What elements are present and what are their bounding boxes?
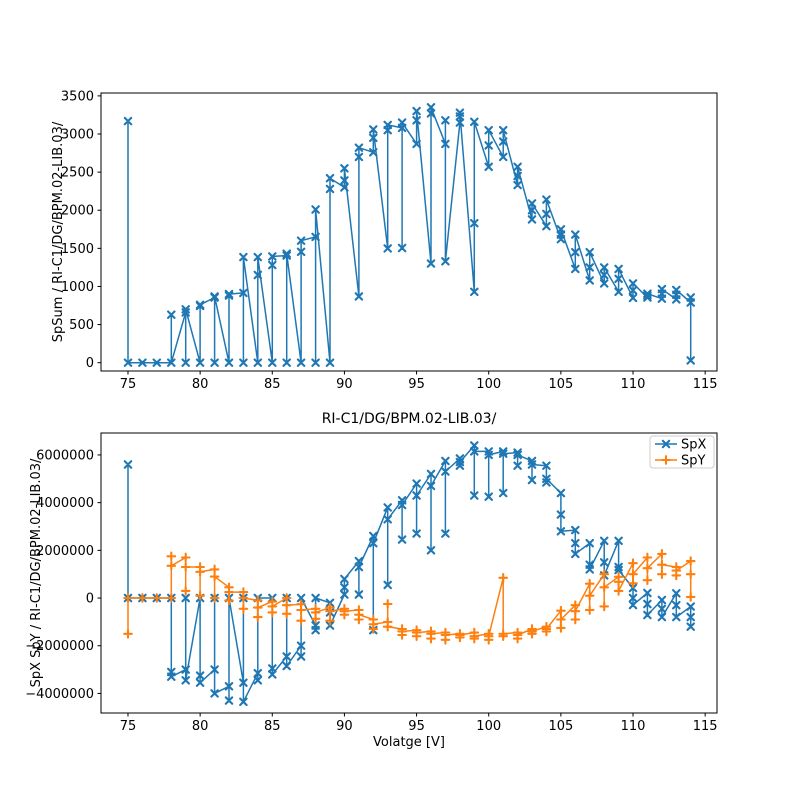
x-tick-label: 75 <box>120 719 137 734</box>
x-tick-label: 95 <box>408 719 425 734</box>
x-tick-label: 115 <box>693 719 718 734</box>
y-tick-label: 4000000 <box>36 496 94 511</box>
x-tick-label: 85 <box>264 719 281 734</box>
y-tick-label: 3000 <box>61 128 94 143</box>
bottom-chart-y-axis-label: SpX SpY / RI-C1/DG/BPM.02-LIB.03/ <box>29 458 44 687</box>
y-tick-label: 6000000 <box>36 448 94 463</box>
x-tick-label: 110 <box>621 719 646 734</box>
x-tick-label: 115 <box>693 377 718 392</box>
bottom-chart-spines <box>100 432 718 714</box>
x-tick-label: 80 <box>192 719 209 734</box>
x-tick-label: 90 <box>336 719 353 734</box>
y-tick-label: 2500 <box>61 166 94 181</box>
x-tick-label: 85 <box>264 377 281 392</box>
x-tick-label: 105 <box>548 377 573 392</box>
spx-series-line <box>127 444 692 703</box>
bottom-chart-plot-area <box>123 441 696 707</box>
top-chart-spines <box>100 92 718 372</box>
y-tick-label: 1000 <box>61 280 94 295</box>
x-tick-label: 105 <box>548 719 573 734</box>
y-tick-label: 0 <box>86 592 94 607</box>
spsum-series-line <box>127 106 692 364</box>
legend-entry-spy: SpY <box>681 454 706 469</box>
spsum-series-markers <box>123 103 695 367</box>
x-tick-label: 80 <box>192 377 209 392</box>
top-chart: 75 80 85 90 95 100 105 110 115 0 500 1000 1500 2000 25… <box>51 89 718 392</box>
x-axis-label: Volatge [V] <box>373 735 445 750</box>
x-tick-label: 100 <box>476 377 501 392</box>
y-tick-label: 2000 <box>61 204 94 219</box>
top-chart-plot-area <box>123 103 695 367</box>
x-tick-label: 90 <box>336 377 353 392</box>
x-tick-label: 95 <box>408 377 425 392</box>
x-tick-label: 110 <box>621 377 646 392</box>
legend-entry-spx: SpX <box>681 438 707 453</box>
x-tick-label: 75 <box>120 377 137 392</box>
y-tick-label: 2000000 <box>36 544 94 559</box>
legend-spx-marker-icon <box>661 439 671 449</box>
y-tick-label: 500 <box>69 318 94 333</box>
spy-series-markers <box>123 549 696 645</box>
y-tick-label: 3500 <box>61 89 94 104</box>
y-tick-label: 1500 <box>61 242 94 257</box>
y-tick-label: −4000000 <box>25 687 94 702</box>
top-chart-y-axis-label: SpSum / RI-C1/DG/BPM.02-LIB.03/ <box>51 121 66 342</box>
bottom-chart: 75 80 85 90 95 100 105 110 115 −4000000 −2000000 0 2… <box>25 411 717 750</box>
y-tick-label: 0 <box>86 356 94 371</box>
y-tick-label: −2000000 <box>25 639 94 654</box>
x-tick-label: 100 <box>476 719 501 734</box>
bottom-chart-title: RI-C1/DG/BPM.02-LIB.03/ <box>322 411 497 427</box>
legend-spy-marker-icon <box>661 455 671 465</box>
